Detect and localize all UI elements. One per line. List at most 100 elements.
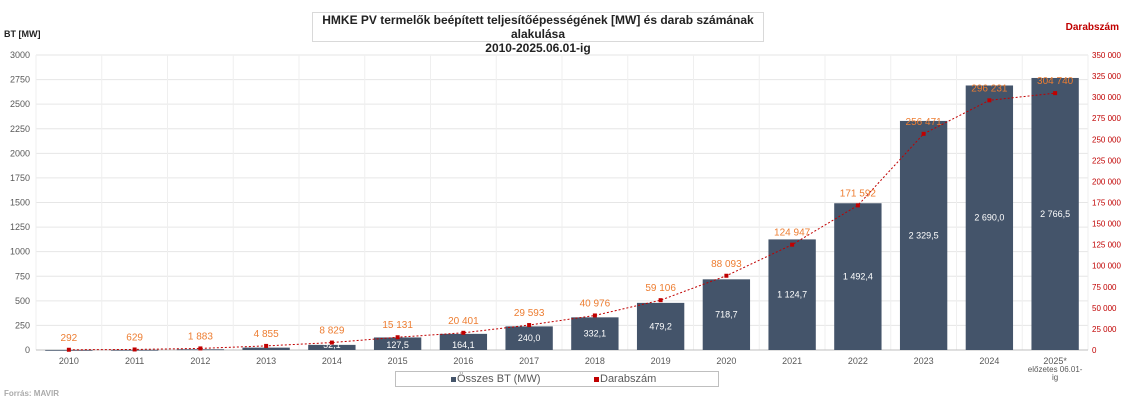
right-tick-label: 125 000 [1092,241,1121,250]
bar-value-label: 1 492,4 [843,272,873,282]
legend-swatch-line [594,376,599,382]
x-tick-label: 2023 [914,356,934,366]
line-point [592,313,597,318]
right-axis-title: Darabszám [1065,22,1119,33]
bar [373,337,422,350]
line-value-label: 88 093 [711,259,742,270]
line-point [132,347,137,352]
line-point [724,273,729,278]
left-tick-label: 1250 [10,222,30,232]
line-value-label: 59 106 [645,283,676,294]
right-tick-label: 0 [1092,346,1097,355]
line-point [395,335,400,340]
chart-title-line2: 2010-2025.06.01-ig [485,41,591,55]
bar [505,326,553,350]
chart-title: HMKE PV termelők beépített teljesítőépes… [312,12,764,55]
bar-value-label: 2 329,5 [909,230,939,240]
line-value-label: 292 [61,333,78,344]
x-tick-label: 2016 [453,356,473,366]
right-tick-label: 200 000 [1092,177,1121,186]
left-tick-label: 2250 [10,124,30,134]
bar [571,317,619,350]
right-tick-label: 100 000 [1092,262,1121,271]
bar-value-label: 127,5 [386,340,409,350]
line-point [66,347,71,352]
line-value-label: 20 401 [448,316,479,327]
bar-value-label: 240,0 [518,333,541,343]
left-tick-label: 1750 [10,173,30,183]
line-value-label: 8 829 [319,326,344,337]
bar-value-label: 164,1 [452,340,475,350]
bar [702,279,751,350]
line-value-label: 629 [126,332,143,343]
left-tick-label: 750 [15,271,30,281]
right-tick-label: 225 000 [1092,156,1121,165]
line-value-label: 29 593 [514,308,545,319]
x-tick-label: 2021 [782,356,802,366]
right-tick-label: 25 000 [1092,325,1117,334]
left-tick-label: 500 [15,296,30,306]
line-point [1053,91,1058,96]
left-tick-label: 2000 [10,148,30,158]
x-tick-label: 2012 [190,356,210,366]
bar [1031,77,1079,351]
line-point [198,346,203,351]
line-point [264,343,269,348]
line-point [921,131,926,136]
x-tick-label: előzetes 06.01- [1028,365,1083,374]
bar [899,120,948,351]
x-tick-label: 2015 [388,356,408,366]
line-series [68,92,1056,351]
legend-label-bt: Összes BT (MW) [457,373,541,385]
right-tick-label: 350 000 [1092,51,1121,60]
left-tick-label: 0 [25,345,30,355]
right-tick-label: 175 000 [1092,199,1121,208]
x-tick-label: 2010 [59,356,79,366]
line-point [658,298,663,303]
line-point [329,340,334,345]
bar-value-label: 52,1 [323,340,341,350]
right-tick-label: 325 000 [1092,72,1121,81]
legend-swatch-bar [451,376,456,382]
bar [834,203,882,350]
line-value-label: 296 231 [971,83,1008,94]
line-point [527,323,532,328]
bar [439,333,488,350]
left-tick-label: 2750 [10,75,30,85]
x-tick-label: 2022 [848,356,868,366]
chart-title-line1: HMKE PV termelők beépített teljesítőépes… [322,13,754,41]
line-value-label: 256 471 [906,117,943,128]
line-value-label: 15 131 [382,320,413,331]
right-tick-label: 250 000 [1092,135,1121,144]
line-value-label: 124 947 [774,228,811,239]
bar [242,347,290,350]
line-value-label: 171 592 [840,188,877,199]
line-value-label: 304 740 [1037,76,1074,87]
left-tick-label: 3000 [10,50,30,60]
left-tick-label: 250 [15,320,30,330]
left-axis-title: BT [MW] [4,29,41,39]
left-tick-label: 1500 [10,198,30,208]
source-note: Forrás: MAVIR [4,389,59,398]
right-tick-label: 150 000 [1092,220,1121,229]
bar [768,239,816,350]
bar-value-label: 2 690,0 [974,213,1004,223]
line-point [987,98,992,103]
x-tick-label: 2013 [256,356,276,366]
x-tick-label: 2017 [519,356,539,366]
bar-value-label: 479,2 [649,321,672,331]
x-tick-label: 2020 [716,356,736,366]
x-tick-label: ig [1052,373,1058,382]
right-tick-label: 50 000 [1092,304,1117,313]
line-point [790,242,795,247]
bar-value-label: 332,1 [584,329,607,339]
x-tick-label: 2025* [1043,356,1067,366]
bar-value-label: 718,7 [715,310,738,320]
line-value-label: 4 855 [254,329,279,340]
legend-item-count: Darabszám [594,372,656,386]
x-tick-label: 2018 [585,356,605,366]
bar-value-label: 1 124,7 [777,290,807,300]
bar [965,85,1014,350]
legend: Összes BT (MW) Darabszám [395,371,719,387]
